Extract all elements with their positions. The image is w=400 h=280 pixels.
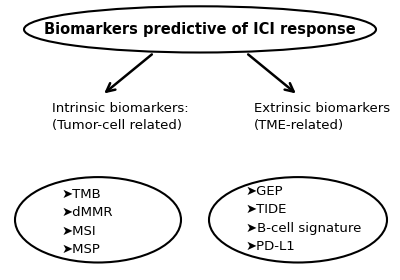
Text: Intrinsic biomarkers:
(Tumor-cell related): Intrinsic biomarkers: (Tumor-cell relate… (52, 102, 189, 132)
Text: Biomarkers predictive of ICI response: Biomarkers predictive of ICI response (44, 22, 356, 37)
Text: Extrinsic biomarkers
(TME-related): Extrinsic biomarkers (TME-related) (254, 102, 390, 132)
Text: ➤GEP
➤TIDE
➤B-cell signature
➤PD-L1: ➤GEP ➤TIDE ➤B-cell signature ➤PD-L1 (246, 185, 361, 253)
Text: ➤TMB
➤dMMR
➤MSI
➤MSP: ➤TMB ➤dMMR ➤MSI ➤MSP (62, 188, 114, 256)
